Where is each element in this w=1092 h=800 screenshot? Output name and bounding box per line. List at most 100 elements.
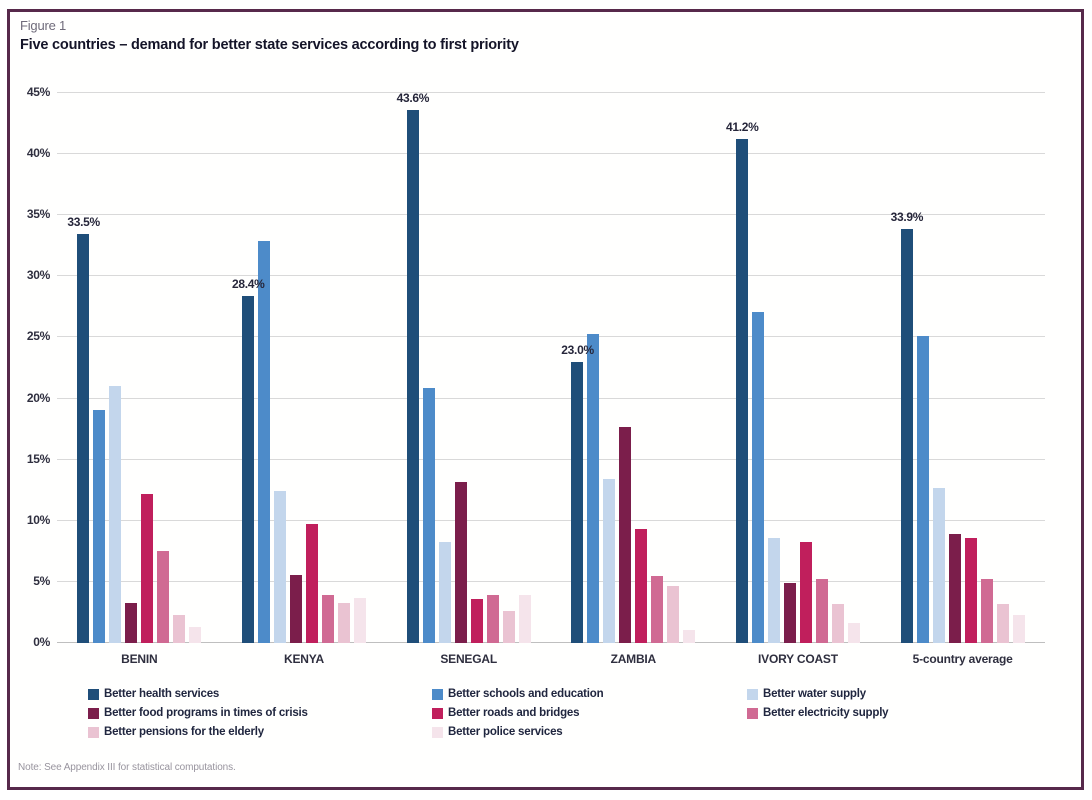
legend-label: Better water supply (763, 688, 866, 700)
legend-item-better-electricity-supply: Better electricity supply (747, 707, 1028, 719)
x-axis-label-kenya: KENYA (284, 652, 324, 666)
gridline-15 (57, 458, 1045, 460)
legend-label: Better health services (104, 688, 220, 700)
value-label: 23.0% (561, 342, 594, 357)
x-axis-label-senegal: SENEGAL (440, 652, 497, 666)
legend-swatch-icon (88, 726, 99, 738)
legend-swatch-icon (88, 707, 99, 719)
figure-label: Figure 1 (20, 18, 67, 33)
legend-label: Better food programs in times of crisis (104, 707, 308, 719)
y-axis-label: 15% (26, 451, 50, 466)
bar-better-police-services (353, 597, 366, 643)
legend-item-better-roads-and-bridges: Better roads and bridges (432, 707, 747, 719)
y-axis-label: 0% (33, 635, 50, 649)
bar-better-electricity-supply (486, 595, 499, 643)
gridline-30 (57, 275, 1045, 277)
bar-better-schools-and-education (751, 311, 764, 643)
bar-better-schools-and-education (916, 336, 929, 643)
bar-better-electricity-supply (321, 595, 334, 643)
bar-better-health-services (571, 361, 584, 643)
bar-better-police-services (847, 623, 860, 643)
gridline-45 (57, 92, 1045, 93)
bar-group-ivory-coast: 41.2% IVORY COAST (726, 93, 860, 666)
bar-better-electricity-supply (157, 551, 170, 643)
x-axis-label-zambia: ZAMBIA (610, 652, 657, 666)
value-label: 33.5% (67, 214, 100, 229)
bar-better-water-supply (438, 541, 451, 643)
bar-better-electricity-supply (815, 579, 828, 643)
gridline-20 (57, 397, 1045, 399)
gridline-0 (57, 642, 1045, 643)
legend-item-better-schools-and-education: Better schools and education (432, 688, 747, 700)
legend-item-better-food-programs-in-times-of-crisis: Better food programs in times of crisis (88, 707, 432, 719)
figure-title: Five countries – demand for better state… (20, 37, 519, 53)
bar-group-senegal: 43.6% SENEGAL (397, 91, 531, 666)
bar-better-health-services (241, 295, 254, 643)
gridline-10 (57, 519, 1045, 521)
bar-better-pensions-for-the-elderly (831, 603, 844, 643)
legend-item-better-police-services: Better police services (432, 726, 747, 738)
bar-group-5-country-average: 33.9% 5-country average (891, 93, 1025, 666)
legend-label: Better roads and bridges (448, 707, 580, 719)
legend-label: Better schools and education (448, 688, 604, 700)
bar-better-schools-and-education (587, 333, 600, 643)
y-axis-label: 20% (26, 390, 50, 405)
bar-better-water-supply (767, 537, 780, 643)
bar-better-roads-and-bridges (470, 599, 483, 643)
bar-better-water-supply (603, 479, 616, 643)
y-axis-label: 35% (26, 207, 50, 222)
bar-better-roads-and-bridges (635, 529, 648, 643)
bar-better-food-programs-in-times-of-crisis (948, 534, 961, 643)
bar-better-health-services (406, 110, 419, 643)
bar-better-police-services (518, 595, 531, 643)
bar-better-police-services (683, 629, 696, 643)
legend-label: Better pensions for the elderly (104, 726, 264, 738)
gridline-40 (57, 153, 1045, 155)
x-axis-label-ivory-coast: IVORY COAST (758, 652, 838, 666)
bar-better-health-services (77, 233, 90, 643)
y-axis-label: 30% (26, 268, 50, 283)
bar-better-pensions-for-the-elderly (173, 614, 186, 643)
legend-swatch-icon (88, 688, 99, 700)
value-label: 28.4% (231, 276, 265, 291)
bar-groups: 33.5% BENIN 28.4% KENYA 43.6% SENEGAL 23.0% ZAM… (57, 91, 1045, 666)
value-label: 41.2% (725, 120, 759, 135)
legend-swatch-icon (432, 707, 443, 719)
bar-better-food-programs-in-times-of-crisis (619, 426, 632, 643)
bar-better-electricity-supply (651, 575, 664, 643)
legend-swatch-icon (747, 707, 758, 719)
bar-better-pensions-for-the-elderly (667, 585, 680, 643)
bar-better-pensions-for-the-elderly (502, 611, 515, 643)
y-axis-label: 40% (26, 146, 50, 161)
bar-better-food-programs-in-times-of-crisis (125, 602, 138, 643)
bar-group-kenya: 28.4% KENYA (232, 93, 366, 666)
x-axis-label-5-country-average: 5-country average (912, 652, 1013, 666)
bar-better-roads-and-bridges (799, 541, 812, 643)
gridline-25 (57, 336, 1045, 338)
bar-better-electricity-supply (980, 579, 993, 643)
bar-better-pensions-for-the-elderly (337, 602, 350, 643)
bar-better-roads-and-bridges (964, 537, 977, 643)
gridline-35 (57, 214, 1045, 216)
bar-better-water-supply (109, 386, 122, 643)
value-label: 33.9% (890, 209, 924, 224)
bar-better-schools-and-education (257, 240, 270, 643)
bar-better-health-services (735, 139, 748, 643)
legend-item-better-pensions-for-the-elderly: Better pensions for the elderly (88, 726, 432, 738)
bar-group-benin: 33.5% BENIN (67, 93, 202, 666)
y-axis-label: 25% (26, 329, 50, 344)
bar-better-food-programs-in-times-of-crisis (783, 583, 796, 643)
legend: Better health services Better schools and… (88, 688, 1028, 738)
x-axis-label-benin: BENIN (121, 652, 158, 666)
bar-better-food-programs-in-times-of-crisis (289, 574, 302, 643)
bar-better-schools-and-education (93, 409, 106, 643)
legend-item-better-water-supply: Better water supply (747, 688, 1028, 700)
legend-swatch-icon (747, 688, 758, 700)
legend-label: Better police services (448, 726, 563, 738)
legend-label: Better electricity supply (763, 707, 889, 719)
y-axis-label: 45% (26, 85, 50, 99)
bar-better-water-supply (932, 487, 945, 643)
legend-item-better-health-services: Better health services (88, 688, 432, 700)
bar-better-police-services (1012, 614, 1025, 643)
bar-better-schools-and-education (422, 387, 435, 643)
